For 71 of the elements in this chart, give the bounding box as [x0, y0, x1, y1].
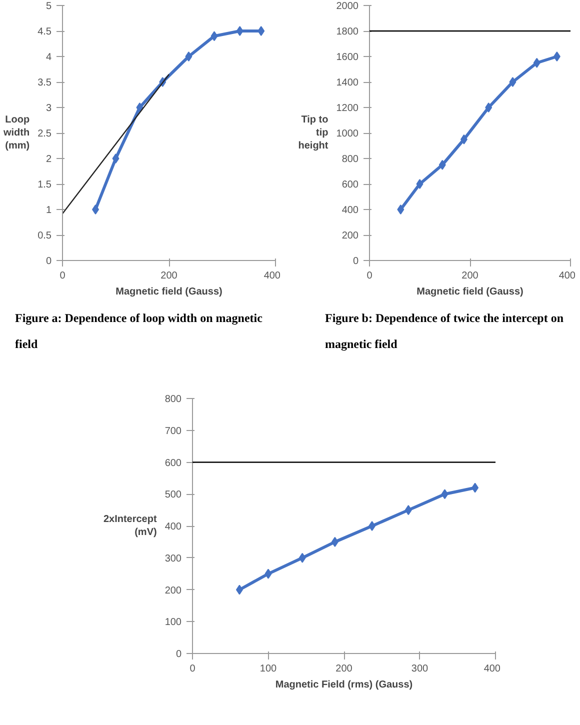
y-tick-label: 1200	[336, 103, 359, 114]
y-tick-label: 0	[176, 648, 182, 660]
point	[236, 584, 243, 595]
x-tick-label: 400	[264, 270, 281, 282]
x-tick-label: 200	[462, 270, 479, 282]
y-tick-label: 500	[164, 489, 182, 500]
y-tick-label: 4.5	[38, 26, 52, 38]
y-tick-label: 700	[164, 426, 182, 437]
x-tick-label: 0	[60, 270, 66, 282]
point	[92, 204, 100, 214]
point	[136, 102, 144, 112]
x-tick-label: 0	[190, 663, 196, 674]
point	[441, 488, 448, 499]
y-axis-title: Loop width (mm)	[2, 114, 30, 152]
point	[112, 154, 120, 164]
point	[298, 552, 306, 563]
y-tick-label: 3.5	[38, 78, 52, 88]
text: Figure a: Dependence of loop width on magnetic field	[15, 310, 264, 354]
point	[368, 520, 376, 531]
y-tick-label: 1.5	[38, 180, 52, 190]
point	[264, 568, 272, 579]
y-tick-label: 2	[46, 154, 52, 165]
y-tick-label: 400	[342, 205, 359, 216]
x-tick-label: 300	[411, 663, 429, 674]
y-tick-label: 4	[46, 52, 52, 63]
point	[404, 504, 412, 515]
y-tick-label: 1	[46, 205, 52, 216]
point	[533, 58, 540, 68]
point	[553, 52, 560, 62]
x-tick-label: 100	[260, 663, 278, 674]
y-tick-label: 400	[164, 521, 182, 532]
y-tick-label: 1600	[336, 52, 359, 63]
x-tick-label: 0	[366, 270, 373, 282]
y-tick-label: 200	[164, 585, 182, 596]
text: Figure b: Dependence of twice the intercept on magnetic field	[325, 310, 565, 354]
point	[472, 482, 479, 493]
y-tick-label: 0	[352, 256, 359, 267]
point	[485, 102, 492, 112]
x-axis-title: Magnetic field (Gauss)	[116, 286, 222, 298]
y-tick-label: 200	[342, 230, 359, 242]
y-tick-label: 800	[342, 154, 359, 165]
y-tick-label: 100	[164, 616, 182, 628]
y-tick-label: 1000	[336, 128, 359, 140]
point	[258, 26, 265, 36]
y-tick-label: 600	[342, 180, 359, 190]
point	[460, 134, 468, 144]
point	[331, 536, 338, 547]
y-axis-title: 2xIntercept (mV)	[103, 514, 158, 538]
point	[210, 31, 218, 42]
x-axis-title: Magnetic field (Gauss)	[416, 286, 524, 298]
y-tick-label: 2.5	[38, 128, 52, 140]
point	[236, 26, 244, 36]
point	[185, 52, 192, 62]
y-tick-label: 0.5	[38, 230, 52, 242]
point	[397, 204, 404, 214]
x-tick-label: 400	[558, 270, 576, 282]
y-tick-label: 3	[46, 103, 52, 114]
x-tick-label: 400	[484, 663, 501, 674]
point	[438, 160, 446, 170]
point	[416, 179, 424, 189]
y-tick-label: 5	[46, 1, 52, 12]
y-tick-label: 800	[164, 394, 182, 405]
y-tick-label: 0	[46, 256, 52, 267]
y-tick-label: 1400	[336, 78, 359, 88]
y-tick-label: 2000	[336, 1, 359, 12]
y-tick-label: 300	[164, 553, 182, 564]
x-axis-title: Magnetic Field (rms) (Gauss)	[275, 679, 413, 690]
y-tick-label: 1800	[336, 26, 359, 38]
y-tick-label: 600	[164, 458, 182, 469]
y-axis-title: Tip to tip height	[298, 114, 329, 152]
point	[509, 77, 516, 87]
